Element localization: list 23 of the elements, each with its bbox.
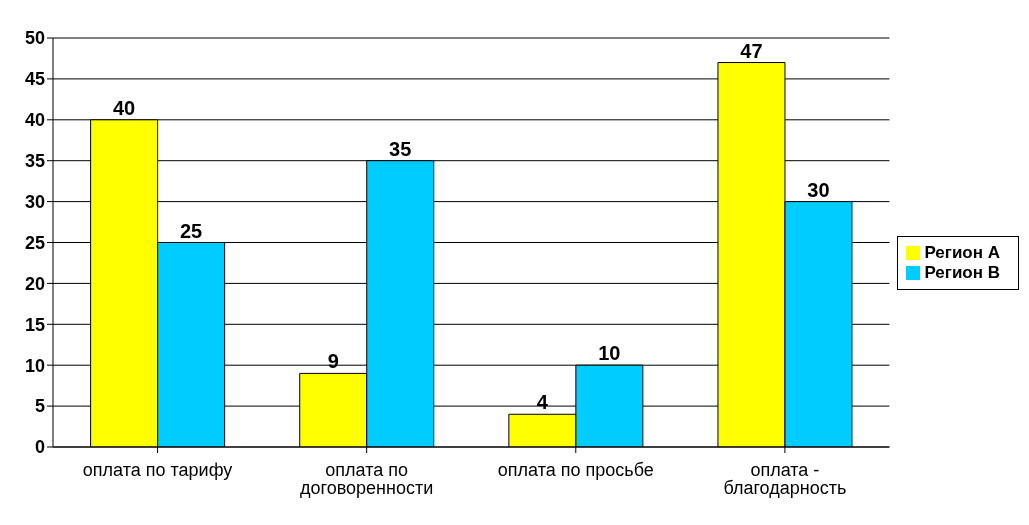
- x-tick-label: оплата по договоренности: [300, 459, 434, 498]
- data-label: 10: [598, 342, 621, 365]
- x-tick-label: оплата по просьбе: [497, 459, 654, 480]
- data-label: 25: [180, 219, 203, 242]
- x-tick-label: оплата по тарифу: [82, 459, 233, 480]
- y-tick-label: 10: [24, 355, 45, 376]
- y-tick-label: 20: [24, 273, 45, 294]
- y-tick-label: 15: [24, 314, 45, 335]
- data-label: 35: [389, 137, 412, 160]
- y-tick-label: 0: [34, 437, 45, 458]
- y-tick-label: 50: [24, 28, 45, 49]
- data-label: 30: [807, 178, 830, 201]
- y-tick-label: 25: [24, 232, 45, 253]
- y-tick-label: 45: [24, 69, 45, 90]
- y-tick-label: 5: [34, 396, 45, 417]
- data-label: 40: [113, 96, 136, 119]
- data-label: 47: [740, 39, 763, 62]
- y-tick-label: 35: [24, 151, 45, 172]
- y-tick-label: 40: [24, 110, 45, 131]
- legend-label: Регион В: [924, 262, 1000, 282]
- x-tick-label: оплата - благодарность: [723, 459, 847, 498]
- y-tick-label: 30: [24, 191, 45, 212]
- legend-label: Регион А: [924, 242, 1000, 262]
